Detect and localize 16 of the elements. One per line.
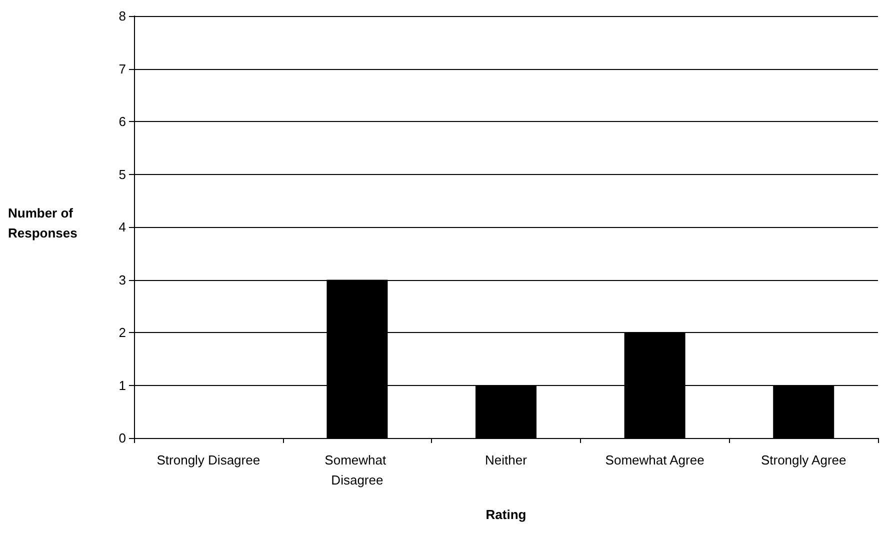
x-axis-title: Rating	[486, 507, 526, 522]
y-axis-title: Number of Responses	[8, 206, 78, 240]
y-tick-label: 5	[118, 166, 126, 182]
y-tick-label: 8	[118, 8, 126, 24]
y-tick-label: 2	[118, 325, 126, 340]
y-tick-label: 0	[118, 430, 126, 446]
x-tick-label: Neither	[485, 452, 528, 468]
y-tick-label: 1	[118, 378, 126, 393]
y-tick-label: 3	[118, 272, 126, 288]
x-tick-label: Strongly Agree	[760, 452, 846, 468]
y-tick-label: 6	[118, 114, 126, 129]
y-tick-label: 7	[118, 61, 126, 76]
x-tick-label: Somewhat Disagree	[324, 452, 390, 488]
x-tick-label: Somewhat Agree	[605, 452, 704, 468]
y-tick-label: 4	[118, 220, 126, 234]
x-tick-label: Strongly Disagree	[156, 452, 260, 468]
